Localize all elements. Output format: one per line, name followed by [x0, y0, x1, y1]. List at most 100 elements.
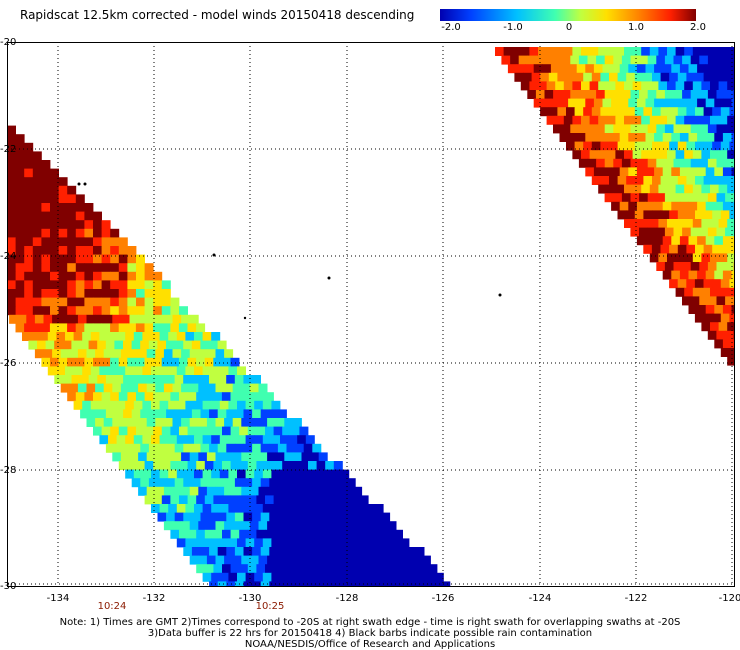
swath-cell: [159, 400, 169, 410]
swath-cell: [598, 47, 608, 56]
swath-cell: [271, 400, 281, 410]
swath-cell: [65, 366, 74, 376]
swath-cell: [209, 478, 219, 488]
swath-cell: [636, 64, 646, 74]
swath-cell: [86, 418, 96, 427]
swath-cell: [357, 572, 367, 582]
swath-cell: [701, 322, 711, 332]
swath-cell: [41, 357, 51, 367]
swath-cell: [718, 115, 728, 125]
swath-cell: [101, 271, 111, 281]
swath-cell: [144, 297, 154, 307]
swath-cell: [576, 64, 586, 74]
swath-cell: [654, 167, 664, 177]
swath-cell: [624, 81, 633, 91]
swath-cell: [662, 133, 672, 142]
swath-cell: [234, 512, 244, 522]
swath-cell: [58, 297, 68, 307]
swath-cell: [153, 289, 163, 298]
swath-cell: [731, 167, 735, 177]
swath-cell: [60, 383, 70, 393]
swath-cell: [662, 64, 672, 74]
swath-cell: [32, 263, 42, 273]
swath-cell: [34, 349, 44, 359]
swath-cell: [583, 72, 593, 82]
swath-cell: [727, 115, 735, 125]
swath-cell: [359, 495, 369, 505]
swath-cell: [101, 228, 111, 238]
swath-cell: [7, 306, 16, 316]
swath-cell: [684, 115, 694, 125]
swath-cell: [667, 81, 676, 91]
swath-cell: [679, 201, 689, 211]
swath-cell: [357, 538, 367, 548]
swath-cell: [598, 184, 608, 194]
swath-cell: [252, 478, 262, 488]
swath-cell: [320, 547, 330, 556]
swath-cell: [619, 167, 629, 177]
swath-cell: [222, 529, 231, 539]
swath-cell: [725, 193, 735, 203]
swath-cell: [161, 495, 171, 505]
swath-cell: [361, 521, 371, 531]
swath-cell: [198, 521, 208, 531]
swath-cell: [664, 90, 674, 99]
swath-cell: [658, 150, 668, 160]
swath-cell: [314, 538, 324, 548]
swath-cell: [707, 227, 717, 237]
swath-cell: [413, 555, 423, 565]
swath-cell: [226, 478, 236, 488]
swath-cell: [252, 547, 262, 556]
swath-cell: [237, 366, 246, 376]
swath-cell: [84, 228, 94, 238]
swath-cell: [24, 297, 34, 307]
swath-cell: [692, 253, 702, 263]
swath-cell: [632, 184, 642, 194]
swath-cell: [692, 115, 702, 125]
swath-cell: [331, 572, 341, 582]
swath-cell: [277, 443, 287, 453]
swath-cell: [41, 168, 51, 178]
swath-cell: [572, 115, 582, 125]
swath-cell: [41, 246, 51, 255]
swath-cell: [705, 167, 715, 177]
swath-cell: [24, 306, 34, 316]
swath-cell: [7, 125, 16, 135]
swath-cell: [228, 366, 238, 376]
swath-cell: [615, 115, 625, 125]
swath-cell: [215, 521, 225, 531]
swath-cell: [400, 572, 410, 582]
swath-cell: [690, 124, 700, 134]
swath-cell: [682, 158, 692, 168]
swath-cell: [170, 426, 180, 436]
swath-cell: [282, 564, 292, 574]
swath-cell: [256, 426, 266, 436]
swath-cell: [82, 332, 92, 341]
swath-cell: [632, 150, 642, 160]
swath-cell: [609, 176, 618, 185]
swath-cell: [127, 254, 137, 264]
swath-cell: [636, 167, 646, 177]
swath-cell: [699, 227, 709, 237]
swath-cell: [705, 236, 715, 246]
swath-cell: [348, 572, 358, 582]
swath-cell: [701, 184, 711, 194]
swath-cell: [215, 452, 225, 462]
swath-cell: [688, 167, 698, 177]
swath-cell: [114, 340, 124, 350]
swath-cell: [710, 47, 719, 56]
swath-cell: [660, 72, 670, 82]
swath-cell: [335, 486, 345, 496]
swath-cell: [249, 418, 259, 427]
swath-cell: [179, 529, 188, 539]
swath-cell: [144, 357, 154, 367]
swath-cell: [669, 210, 679, 220]
swath-cell: [389, 547, 399, 556]
swath-cell: [540, 72, 550, 82]
swath-cell: [62, 340, 72, 350]
swath-cell: [660, 141, 670, 151]
swath-cell: [731, 133, 735, 142]
swath-cell: [366, 504, 375, 513]
swath-cell: [673, 262, 683, 271]
swath-cell: [572, 47, 582, 56]
